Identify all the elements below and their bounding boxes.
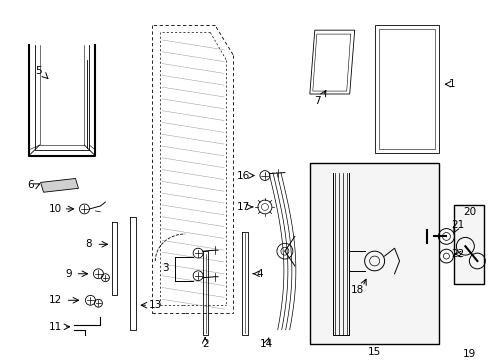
Text: 8: 8	[85, 239, 92, 249]
Text: 18: 18	[350, 285, 364, 296]
Text: 19: 19	[462, 349, 475, 359]
Text: 12: 12	[49, 295, 62, 305]
Text: 5: 5	[35, 66, 42, 76]
FancyBboxPatch shape	[309, 163, 439, 345]
Text: 17: 17	[236, 202, 249, 212]
Text: 22: 22	[450, 249, 463, 259]
Text: 10: 10	[49, 204, 62, 214]
Text: 7: 7	[314, 96, 321, 106]
Text: 11: 11	[49, 322, 62, 332]
Text: 20: 20	[462, 207, 475, 217]
Polygon shape	[41, 179, 78, 192]
FancyBboxPatch shape	[453, 205, 483, 284]
Text: 14: 14	[259, 339, 272, 350]
Text: 16: 16	[236, 171, 249, 180]
Text: 4: 4	[256, 269, 263, 279]
Text: 1: 1	[448, 79, 455, 89]
Text: 9: 9	[65, 269, 72, 279]
Text: 21: 21	[450, 220, 463, 230]
Text: 3: 3	[162, 263, 168, 273]
Text: 2: 2	[202, 339, 208, 350]
Text: 6: 6	[27, 180, 34, 190]
Text: 15: 15	[367, 347, 381, 357]
Text: 13: 13	[148, 300, 162, 310]
